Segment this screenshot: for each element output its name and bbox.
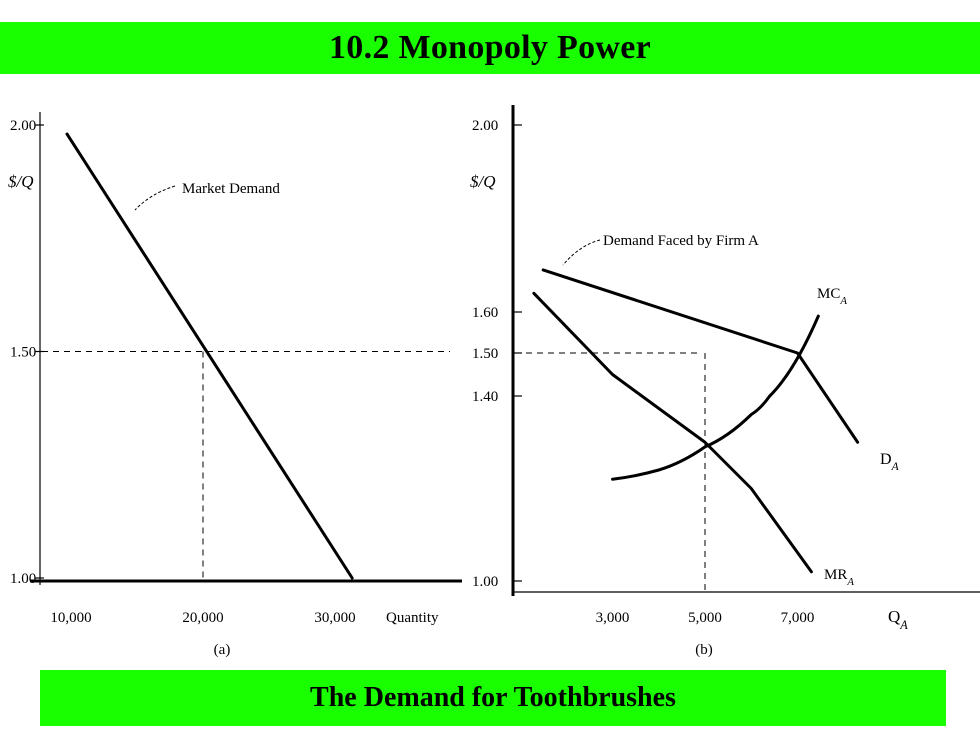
panel-b-series-mc-a <box>611 314 820 481</box>
panel-b-demand-faced-label: Demand Faced by Firm A <box>603 233 759 249</box>
panel-b-series-mr-a <box>532 291 813 574</box>
panel-b-y-axis-label: $/Q <box>470 172 496 191</box>
panel-b-y-tick-label: 1.40 <box>472 389 498 405</box>
panel-b-y-tick-label: 1.60 <box>472 305 498 321</box>
panel-b-x-axis-label: QA <box>888 607 908 632</box>
slide-subtitle: The Demand for Toothbrushes <box>310 682 676 713</box>
panel-b-y-tick-label: 2.00 <box>472 118 498 134</box>
panel-a-x-tick-label: 30,000 <box>314 610 355 626</box>
panel-b-da-label: DA <box>880 451 900 473</box>
panel-a-x-tick-label: 10,000 <box>50 610 91 626</box>
panel-b-y-tick-label: 1.50 <box>472 346 498 362</box>
title-banner: 10.2 Monopoly Power <box>0 22 980 74</box>
panel-b-x-tick-label: 3,000 <box>596 610 630 626</box>
panel-a-panel-label: (a) <box>214 642 231 658</box>
panel-a-y-tick-label: 1.00 <box>10 571 36 587</box>
panel-a-y-tick-label: 2.00 <box>10 118 36 134</box>
panel-b-demand-leader <box>562 239 601 266</box>
panel-a-y-tick-label: 1.50 <box>10 345 36 361</box>
panel-b-x-tick-label: 5,000 <box>688 610 722 626</box>
slide-title: 10.2 Monopoly Power <box>328 29 652 66</box>
panel-b-panel-label: (b) <box>695 642 713 658</box>
panel-a-x-axis-label: Quantity <box>386 610 439 626</box>
panel-b-x-tick-label: 7,000 <box>781 610 815 626</box>
panel-a-market-demand-leader <box>134 185 176 211</box>
panel-a-x-tick-label: 20,000 <box>182 610 223 626</box>
panel-a-market-demand-label: Market Demand <box>182 181 280 197</box>
panel-b-series-demand-faced-by-firm-a <box>541 268 860 444</box>
panel-a-y-axis-label: $/Q <box>8 172 34 191</box>
panel-b-mca-label: MCA <box>817 286 847 307</box>
panel-b-mra-label: MRA <box>824 567 854 588</box>
subtitle-banner: The Demand for Toothbrushes <box>40 670 946 726</box>
panel-a-series-market-demand <box>65 132 354 580</box>
panel-b-y-tick-label: 1.00 <box>472 574 498 590</box>
